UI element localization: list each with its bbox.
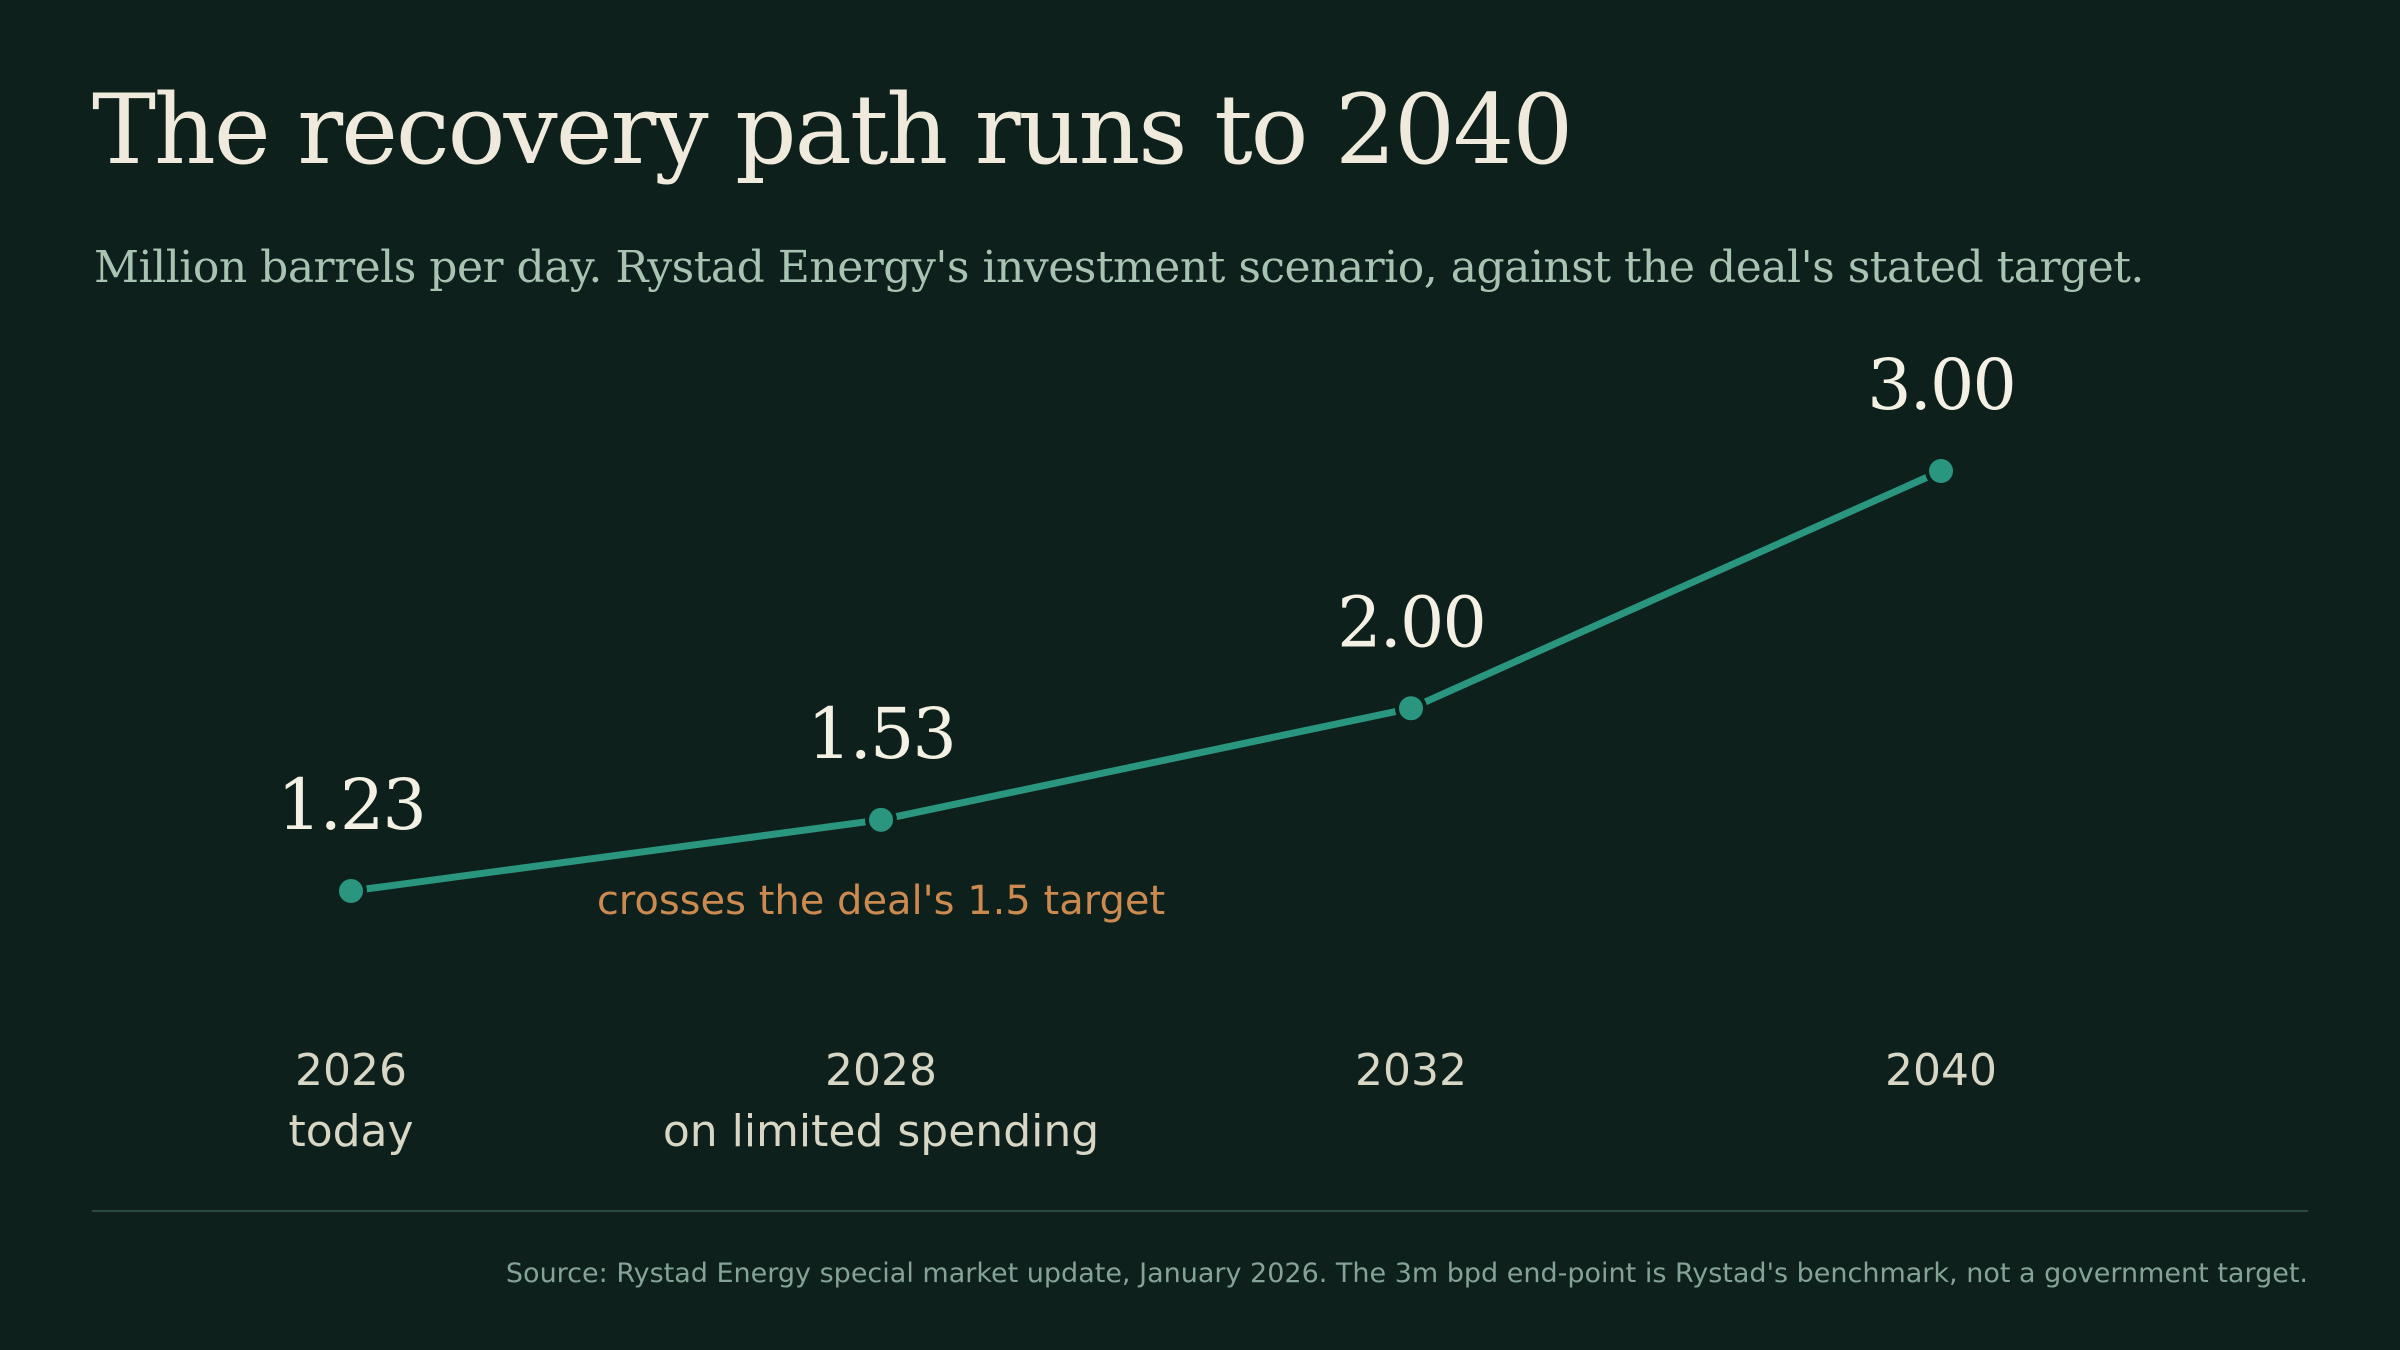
chart-subtitle: Million barrels per day. Rystad Energy's… <box>94 242 2144 293</box>
data-label: 1.23 <box>277 764 425 846</box>
x-tick-sublabel: today <box>288 1106 413 1157</box>
x-tick-label: 2028 <box>825 1045 937 1096</box>
x-tick-sublabel: on limited spending <box>663 1106 1099 1157</box>
data-label: 3.00 <box>1867 344 2015 426</box>
data-point <box>865 803 897 836</box>
x-tick-label: 2026 <box>295 1045 407 1096</box>
series-line <box>347 467 1945 895</box>
data-point <box>1395 692 1427 725</box>
data-point <box>1925 455 1957 487</box>
chart-layer: 1.23 2026 today 1.53 2028 on limited spending… <box>277 344 2017 1157</box>
data-label: 1.53 <box>807 693 955 775</box>
data-point <box>335 875 367 907</box>
x-tick-label: 2032 <box>1355 1045 1467 1096</box>
footer-divider <box>92 1210 2308 1212</box>
target-annotation: crosses the deal's 1.5 target <box>597 878 1165 924</box>
source-note: Source: Rystad Energy special market upd… <box>505 1258 2308 1289</box>
line-chart: 1.23 2026 today 1.53 2028 on limited spending… <box>277 344 2017 1157</box>
chart-title: The recovery path runs to 2040 <box>92 74 1573 186</box>
x-tick-label: 2040 <box>1885 1045 1997 1096</box>
data-label: 2.00 <box>1337 581 1485 663</box>
